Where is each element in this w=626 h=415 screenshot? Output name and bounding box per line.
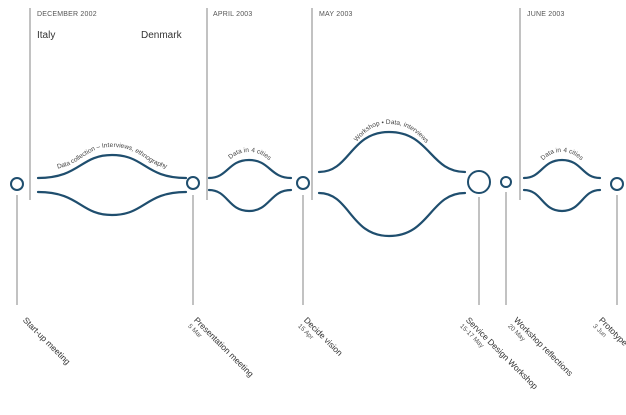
flow-lower [317,191,467,238]
flow-upper [207,158,293,180]
milestone-node[interactable] [186,176,200,190]
milestone-node[interactable] [610,177,624,191]
flow-upper [36,153,188,180]
flow-upper [522,158,602,180]
flow-lower [522,188,602,213]
flow-upper [317,130,467,174]
milestone-node[interactable] [10,177,24,191]
period-label: MAY 2003 [319,11,353,18]
flow-lower [36,190,188,217]
milestone-node[interactable] [296,176,310,190]
period-label: DECEMBER 2002 [37,11,97,18]
period-label: APRIL 2003 [213,11,253,18]
milestone-node[interactable] [500,176,512,188]
country-label-right: Denmark [141,30,182,41]
period-label: JUNE 2003 [527,11,565,18]
milestone-node-large[interactable] [467,170,491,194]
flow-lower [207,188,293,213]
arc-label: Data collection – Interviews, ethnograph… [56,142,168,171]
country-label-left: Italy [37,30,56,41]
